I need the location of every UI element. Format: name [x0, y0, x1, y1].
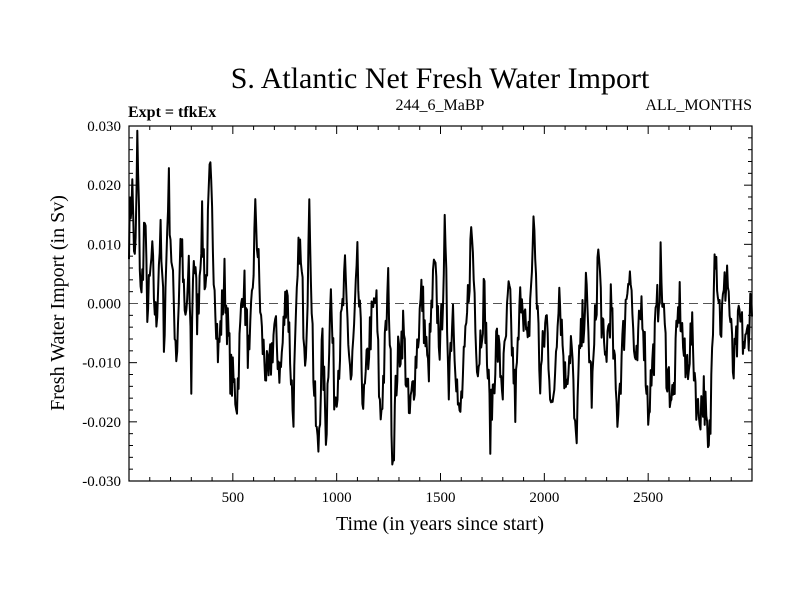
x-axis: 500 1000 1500 2000 2500: [149, 126, 732, 506]
y-tick-label: -0.020: [82, 415, 121, 431]
y-tick-label: 0.030: [87, 119, 121, 135]
y-tick-label: 0.010: [87, 237, 121, 253]
x-axis-label: Time (in years since start): [336, 513, 544, 535]
plot-area: [128, 125, 753, 482]
y-axis-label: Fresh Water Import (in Sv): [47, 195, 69, 411]
y-axis: -0.030 -0.020 -0.010 0.000 0.010 0.020 0.030: [82, 119, 752, 490]
experiment-label: Expt = tfkEx: [128, 104, 216, 121]
x-tick-label: 2500: [633, 490, 663, 506]
run-label: 244_6_MaBP: [396, 97, 485, 114]
chart-title: S. Atlantic Net Fresh Water Import: [231, 62, 650, 95]
y-tick-label: 0.000: [87, 297, 121, 313]
y-tick-label: 0.020: [87, 178, 121, 194]
months-label: ALL_MONTHS: [645, 97, 752, 114]
series-line: [128, 129, 753, 466]
x-tick-label: 1500: [426, 490, 456, 506]
x-tick-label: 2000: [529, 490, 559, 506]
y-tick-label: -0.010: [82, 356, 121, 372]
x-tick-label: 500: [222, 490, 245, 506]
x-tick-label: 1000: [322, 490, 352, 506]
y-tick-label: -0.030: [82, 474, 121, 490]
